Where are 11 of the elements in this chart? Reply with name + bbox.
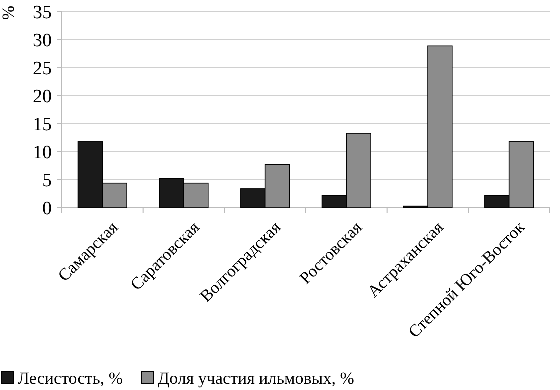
y-tick-label: 25 bbox=[33, 58, 52, 80]
y-tick-label: 0 bbox=[42, 198, 52, 220]
legend-label: Доля участия ильмовых, % bbox=[158, 368, 354, 388]
y-tick-label: 10 bbox=[33, 142, 52, 164]
y-tick-label: 5 bbox=[42, 170, 52, 192]
y-tick-label: 35 bbox=[33, 2, 52, 24]
y-tick-label: 20 bbox=[33, 86, 52, 108]
legend-label: Лесистость, % bbox=[18, 368, 124, 388]
y-tick-label: 30 bbox=[33, 30, 52, 52]
y-tick-label: 15 bbox=[33, 114, 52, 136]
y-axis-title: % bbox=[0, 6, 18, 20]
